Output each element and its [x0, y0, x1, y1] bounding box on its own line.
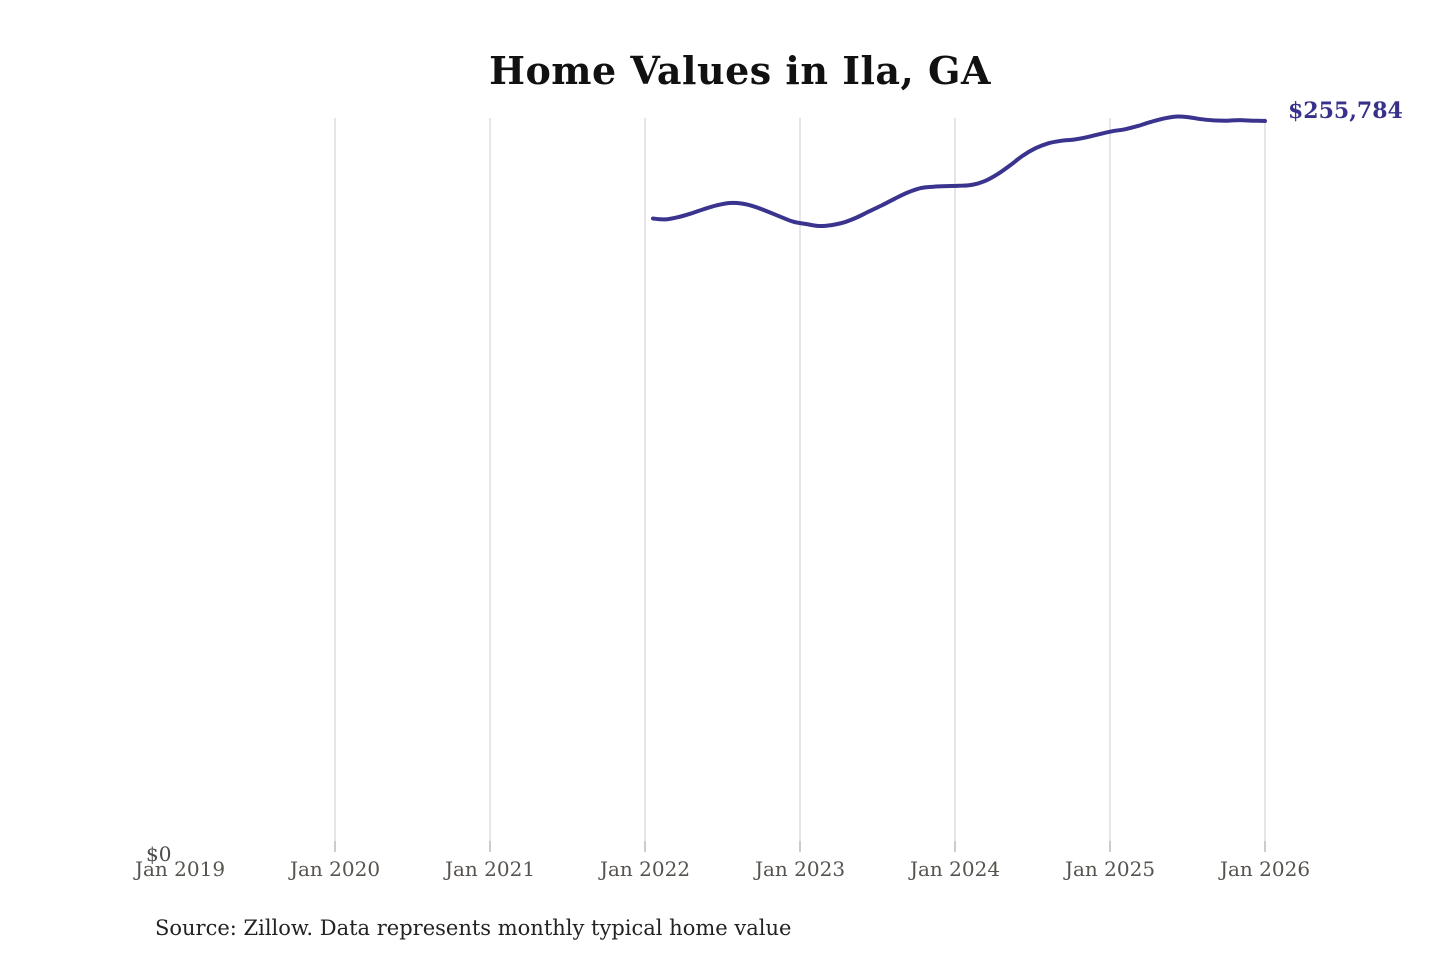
x-axis-label: Jan 2022 [599, 857, 691, 881]
x-axis-label: Jan 2026 [1219, 857, 1311, 881]
x-axis-label: Jan 2021 [444, 857, 536, 881]
vertical-gridlines [334, 118, 1266, 850]
latest-value-label: $255,784 [1288, 98, 1403, 124]
x-axis-label: Jan 2024 [909, 857, 1001, 881]
x-axis-label: Jan 2019 [134, 857, 226, 881]
x-axis-label: Jan 2025 [1064, 857, 1156, 881]
trend-line [651, 114, 1267, 229]
y-axis-zero-label: $0 [146, 842, 172, 866]
x-axis-label: Jan 2023 [754, 857, 846, 881]
source-note: Source: Zillow. Data represents monthly … [155, 916, 792, 940]
chart-title: Home Values in Ila, GA [489, 48, 991, 93]
x-axis-ticks [334, 841, 1266, 852]
x-axis-label: Jan 2020 [289, 857, 381, 881]
